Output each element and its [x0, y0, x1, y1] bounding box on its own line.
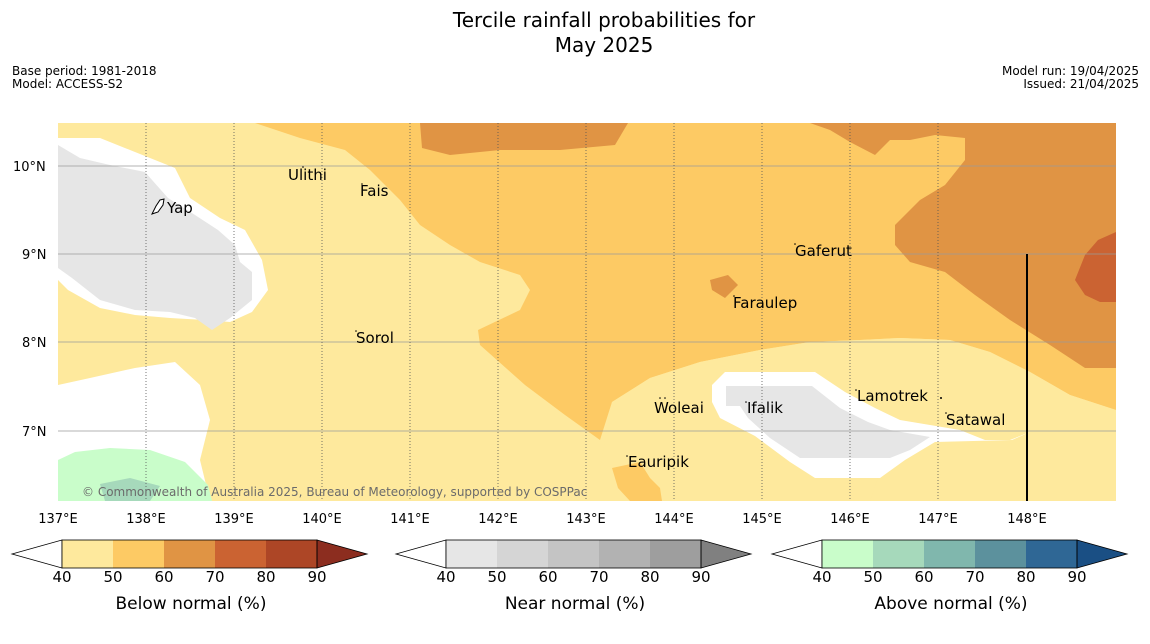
colorbar-near-extend-low	[394, 539, 447, 569]
below-normal-50-60	[255, 123, 1116, 440]
colorbar-near-normal	[394, 539, 753, 569]
grey-region-yap	[58, 145, 252, 330]
cb-below-tick: 40	[52, 568, 72, 586]
green-region-sw-dark	[100, 478, 160, 501]
colorbar-below-extend-high	[317, 540, 367, 568]
lon-label-144e: 144°E	[654, 512, 694, 527]
place-label-faraulep: Faraulep	[733, 294, 797, 312]
cb-below-tick: 50	[103, 568, 123, 586]
lon-label-143e: 143°E	[566, 512, 606, 527]
colorbar-above-normal	[770, 539, 1129, 569]
cb-near-tick: 60	[538, 568, 558, 586]
meta-right: Model run: 19/04/2025 Issued: 21/04/2025	[1002, 65, 1139, 91]
colorbar-near-extend-high	[701, 540, 751, 568]
meridians	[145, 123, 939, 501]
title-line-2: May 2025	[554, 33, 654, 57]
colorbar-above-seg-80	[1026, 540, 1077, 568]
cb-below-tick: 80	[256, 568, 276, 586]
below-normal-50-60-eauripik	[612, 462, 662, 501]
colorbar-above-seg-50	[873, 540, 924, 568]
cb-above-tick: 60	[914, 568, 934, 586]
cb-near-tick: 90	[691, 568, 711, 586]
lon-labels: 137°E 138°E 139°E 140°E 141°E 142°E 143°…	[38, 512, 1047, 527]
place-label-sorol: Sorol	[356, 329, 394, 347]
lon-label-148e: 148°E	[1007, 512, 1047, 527]
place-label-woleai: Woleai	[654, 399, 704, 417]
grey-region-ifalik	[726, 386, 930, 458]
lon-label-142e: 142°E	[478, 512, 518, 527]
cb-near-tick: 70	[589, 568, 609, 586]
place-label-ifalik: Ifalik	[747, 399, 783, 417]
place-label-ulithi: Ulithi	[288, 166, 327, 184]
below-normal-60-70-spot	[710, 275, 738, 298]
below-normal-60-70-east	[810, 123, 1116, 368]
place-label-satawal: Satawal	[946, 411, 1005, 429]
colorbar-below-extend-low	[10, 539, 63, 569]
base-period: Base period: 1981-2018	[12, 64, 157, 78]
lon-label-140e: 140°E	[302, 512, 342, 527]
lat-label-8n: 8°N	[22, 336, 47, 351]
cb-above-tick: 40	[812, 568, 832, 586]
colorbar-near-seg-40	[446, 540, 497, 568]
lon-label-147e: 147°E	[918, 512, 958, 527]
colorbar-near-seg-50	[497, 540, 548, 568]
below-normal-60-70-north	[420, 123, 628, 155]
colorbar-above-extend-high	[1077, 540, 1127, 568]
colorbar-above-title: Above normal (%)	[874, 594, 1028, 614]
lon-label-137e: 137°E	[38, 512, 78, 527]
colorbar-above-seg-70	[975, 540, 1026, 568]
cb-below-tick: 70	[205, 568, 225, 586]
place-label-lamotrek: Lamotrek	[857, 387, 928, 405]
colorbar-below-seg-40	[62, 540, 113, 568]
lon-label-138e: 138°E	[126, 512, 166, 527]
colorbar-below-seg-50	[113, 540, 164, 568]
cb-near-tick: 80	[640, 568, 660, 586]
colorbar-above-seg-40	[822, 540, 873, 568]
cb-near-tick: 40	[436, 568, 456, 586]
copyright-notice: © Commonwealth of Australia 2025, Bureau…	[82, 485, 587, 499]
map-title: Tercile rainfall probabilities for May 2…	[0, 8, 1150, 58]
model-name: Model: ACCESS-S2	[12, 77, 124, 91]
colorbar-below-title: Below normal (%)	[115, 594, 267, 614]
below-normal-70-80	[1075, 232, 1116, 302]
issued-date: Issued: 21/04/2025	[1023, 77, 1139, 91]
place-label-yap: Yap	[166, 199, 193, 217]
place-label-eauripik: Eauripik	[628, 453, 689, 471]
lon-label-141e: 141°E	[390, 512, 430, 527]
yap-island-shape	[151, 198, 165, 215]
colorbar-near-seg-60	[548, 540, 599, 568]
island-dots	[302, 166, 947, 457]
green-region-sw	[58, 448, 212, 501]
colorbar-near-seg-80	[650, 540, 701, 568]
colorbar-below-normal	[10, 539, 369, 569]
colorbar-below-seg-80	[266, 540, 317, 568]
lon-label-139e: 139°E	[214, 512, 254, 527]
cb-below-tick: 90	[307, 568, 327, 586]
cb-above-tick: 50	[863, 568, 883, 586]
model-run: Model run: 19/04/2025	[1001, 64, 1139, 78]
place-label-gaferut: Gaferut	[795, 242, 852, 260]
colorbar-near-seg-70	[599, 540, 650, 568]
probability-field	[58, 123, 1116, 501]
colorbar-above-seg-60	[924, 540, 975, 568]
cb-near-tick: 50	[487, 568, 507, 586]
place-label-fais: Fais	[360, 182, 389, 200]
cb-below-tick: 60	[154, 568, 174, 586]
colorbar-below-seg-60	[164, 540, 215, 568]
lon-label-145e: 145°E	[742, 512, 782, 527]
title-line-1: Tercile rainfall probabilities for	[452, 8, 756, 32]
meta-left: Base period: 1981-2018 Model: ACCESS-S2	[12, 65, 157, 91]
cb-above-tick: 70	[965, 568, 985, 586]
colorbar-near-title: Near normal (%)	[504, 594, 646, 614]
lon-label-146e: 146°E	[830, 512, 870, 527]
lat-label-7n: 7°N	[22, 425, 47, 440]
lat-label-10n: 10°N	[13, 160, 46, 175]
colorbar-below-seg-70	[215, 540, 266, 568]
lat-label-9n: 9°N	[22, 248, 47, 263]
colorbar-above-extend-low	[770, 539, 823, 569]
cb-above-tick: 90	[1067, 568, 1087, 586]
cb-above-tick: 80	[1016, 568, 1036, 586]
